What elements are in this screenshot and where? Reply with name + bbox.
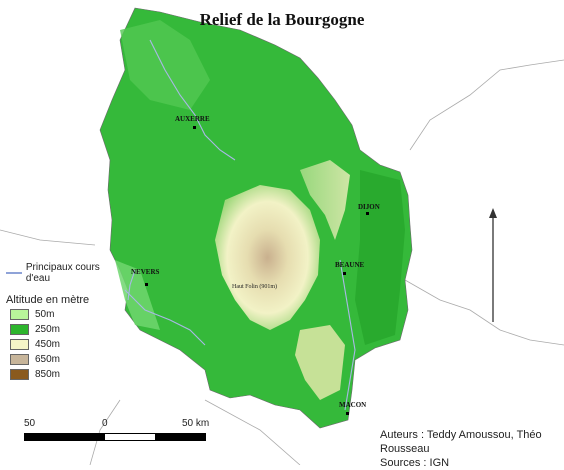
legend-item-label: 850m <box>35 369 61 380</box>
neighbour-borders <box>0 59 564 465</box>
valley-lowlands <box>120 20 210 110</box>
city-label-macon: MACON <box>339 401 367 409</box>
credits-authors: Auteurs : Teddy Amoussou, Théo Rousseau <box>380 429 542 455</box>
city-label-beaune: BEAUNE <box>335 261 365 269</box>
scale-label-left: 50 <box>24 418 36 429</box>
legend-item-label: 450m <box>35 339 61 350</box>
legend-swatch <box>10 369 29 380</box>
rivers <box>124 39 356 411</box>
legend: Principaux cours d'eau Altitude en mètre… <box>6 262 126 384</box>
legend-item: 450m <box>10 339 126 350</box>
morvan-plateau <box>215 185 320 330</box>
legend-river-row: Principaux cours d'eau <box>6 262 126 284</box>
arrow-up-icon <box>489 208 497 322</box>
credits: Auteurs : Teddy Amoussou, Théo Rousseau … <box>380 428 564 470</box>
city-marker-dijon <box>366 212 369 215</box>
city-marker-auxerre <box>193 126 196 129</box>
legend-swatch <box>10 339 29 350</box>
legend-item: 50m <box>10 309 126 320</box>
city-marker-macon <box>346 412 349 415</box>
summit-label: Haut Folin (901m) <box>232 284 277 290</box>
loire-plain <box>115 260 160 330</box>
legend-item-label: 50m <box>35 309 55 320</box>
city-marker-beaune <box>343 272 346 275</box>
city-label-auxerre: AUXERRE <box>175 115 210 123</box>
map-title: Relief de la Bourgogne <box>199 10 365 29</box>
scale-bar: 50 0 50 km <box>24 418 214 441</box>
city-label-nevers: NEVERS <box>131 268 160 276</box>
legend-item: 850m <box>10 369 126 380</box>
legend-item: 250m <box>10 324 126 335</box>
cote-dor-hills <box>300 160 350 240</box>
scale-label-mid: 0 <box>102 418 108 429</box>
legend-altitude-title: Altitude en mètre <box>6 294 90 306</box>
river-line-icon <box>6 272 22 274</box>
legend-swatch <box>10 324 29 335</box>
legend-river-label: Principaux cours d'eau <box>25 262 100 284</box>
legend-item: 650m <box>10 354 126 365</box>
legend-item-label: 250m <box>35 324 61 335</box>
city-label-dijon: DIJON <box>358 203 380 211</box>
legend-item-label: 650m <box>35 354 61 365</box>
maconnais-hills <box>295 325 345 400</box>
scale-label-right: 50 km <box>182 418 210 429</box>
credits-sources: Sources : IGN <box>380 457 450 469</box>
legend-swatch <box>10 354 29 365</box>
scale-graphic <box>24 433 206 441</box>
city-marker-nevers <box>145 283 148 286</box>
legend-swatch <box>10 309 29 320</box>
